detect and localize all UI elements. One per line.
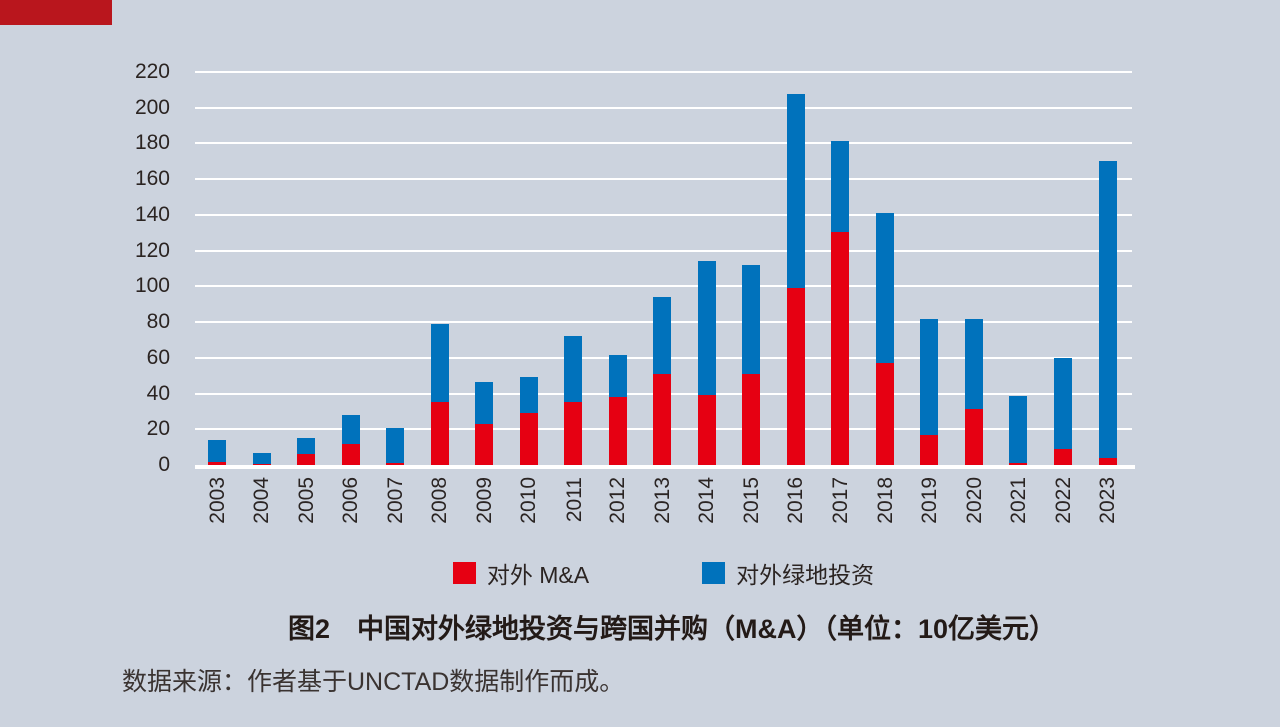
gridline-140 <box>195 213 1132 216</box>
gridline-220 <box>195 71 1132 73</box>
bar-2011-greenfield <box>564 336 583 402</box>
y-tick-label: 100 <box>134 274 170 298</box>
legend-label: 对外 M&A <box>486 562 590 588</box>
bar-2005-mna <box>297 454 316 465</box>
bar-2003-mna <box>208 462 226 465</box>
x-axis-line <box>195 465 1135 469</box>
bar-2006-greenfield <box>341 414 360 445</box>
bar-2023-mna <box>1098 457 1117 465</box>
bar-2018-mna <box>875 363 894 465</box>
legend-swatch-red <box>452 562 476 584</box>
y-tick-label: 200 <box>134 95 170 119</box>
bar-2007-mna <box>386 462 405 465</box>
x-tick-text: 2023 <box>1096 477 1120 524</box>
y-tick-label: 140 <box>134 202 170 226</box>
y-tick-label: 160 <box>134 167 170 191</box>
y-tick-label: 0 <box>158 453 170 476</box>
bar-2017-greenfield <box>831 140 850 232</box>
y-tick-label: 220 <box>134 60 170 83</box>
y-tick-label: 180 <box>134 131 170 155</box>
bar-2022-mna <box>1053 448 1072 465</box>
bar-2015-mna <box>742 373 761 465</box>
gridline-180 <box>195 142 1132 145</box>
legend-item-mna: 对外 M&A <box>452 556 590 590</box>
bar-2016-mna <box>786 288 805 465</box>
chart-title: 图2 中国对外绿地投资与跨国并购（M&A）（单位：10亿美元） <box>287 614 1057 644</box>
bar-2004-mna <box>252 463 271 465</box>
bar-2013-greenfield <box>653 297 672 374</box>
chart-legend: 对外 M&A 对外绿地投资 <box>195 556 1132 590</box>
bar-2010-greenfield <box>519 376 538 414</box>
bar-2021-mna <box>1009 463 1028 465</box>
bar-2009-mna <box>475 423 494 465</box>
y-tick-label: 20 <box>146 417 170 441</box>
y-tick-label: 40 <box>146 381 170 405</box>
gridline-120 <box>195 249 1132 252</box>
bar-2010-mna <box>519 413 538 465</box>
y-tick-label: 80 <box>146 310 170 334</box>
bar-2008-mna <box>430 401 449 465</box>
bar-2004-greenfield <box>252 453 271 464</box>
y-tick-label: 60 <box>146 345 170 369</box>
bar-2015-greenfield <box>742 264 761 374</box>
gridline-100 <box>195 285 1132 288</box>
bar-2006-mna <box>341 444 360 465</box>
bar-2008-greenfield <box>430 323 449 402</box>
legend-swatch-blue <box>702 562 726 584</box>
bar-2022-greenfield <box>1053 357 1072 449</box>
x-tick-label-2023: 2023 <box>1072 477 1144 553</box>
bar-2012-greenfield <box>608 355 627 398</box>
bar-2018-greenfield <box>875 213 894 364</box>
bar-2012-mna <box>608 397 627 465</box>
bar-2003-greenfield <box>208 439 226 463</box>
bar-2009-greenfield <box>475 381 494 424</box>
corner-red-block <box>0 0 112 25</box>
chart-source-note: 数据来源：作者基于UNCTAD数据制作而成。 <box>122 668 625 696</box>
bar-2020-greenfield <box>964 319 983 409</box>
bar-2021-greenfield <box>1009 396 1028 464</box>
bar-2014-greenfield <box>697 261 716 396</box>
legend-label: 对外绿地投资 <box>736 562 875 588</box>
y-tick-label: 120 <box>134 238 170 262</box>
bar-2019-greenfield <box>920 318 939 435</box>
bar-2005-greenfield <box>297 438 316 455</box>
bar-2017-mna <box>831 231 850 465</box>
gridline-200 <box>195 106 1132 109</box>
bar-2007-greenfield <box>386 428 405 463</box>
bar-2011-mna <box>564 401 583 465</box>
bar-2023-greenfield <box>1098 161 1117 458</box>
bar-2013-mna <box>653 373 672 465</box>
bar-2016-greenfield <box>786 94 805 289</box>
legend-item-greenfield: 对外绿地投资 <box>702 556 874 590</box>
gridline-160 <box>195 178 1132 181</box>
bar-2020-mna <box>964 408 983 465</box>
bar-2019-mna <box>920 434 939 465</box>
bar-2014-mna <box>697 395 716 465</box>
